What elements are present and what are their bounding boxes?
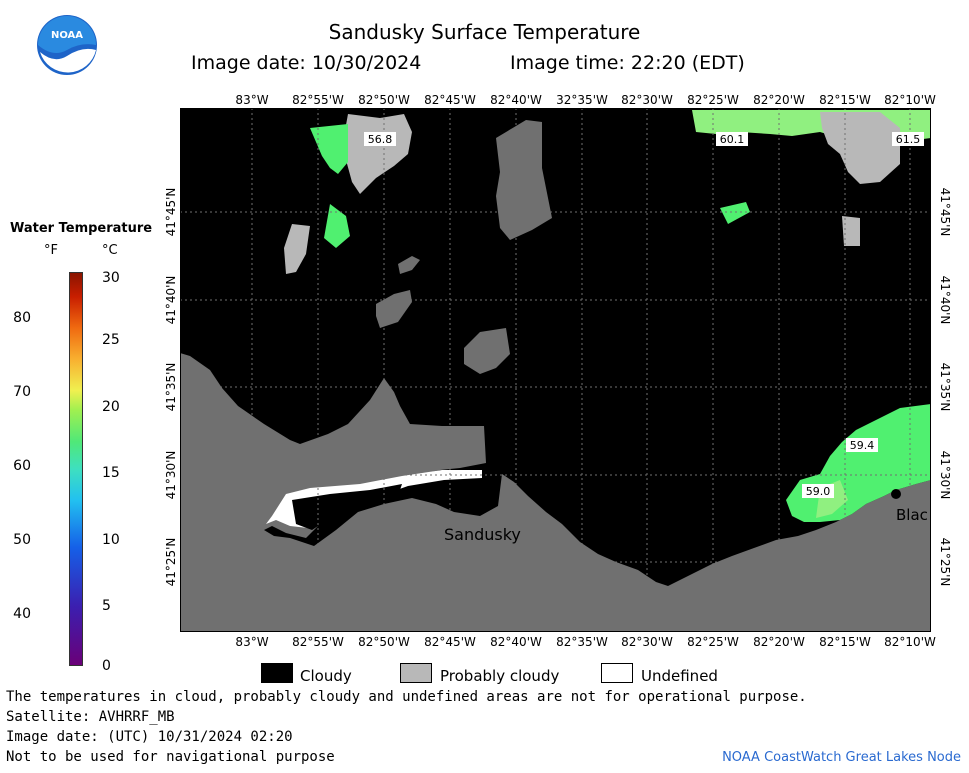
tick-f-40: 40 [13,606,31,622]
black-river-marker [891,489,901,499]
lon-bottom-1: 82°55'W [292,635,344,649]
sst-map: 56.8 60.1 61.5 59.4 59.0 Sandusky Blac [180,108,931,632]
tick-f-60: 60 [13,458,31,474]
island-2 [464,328,510,374]
lat-right-1: 41°40'N [938,275,952,325]
lat-left-4: 41°25'N [164,537,178,587]
lon-bottom-6: 82°30'W [621,635,673,649]
lon-bottom-9: 82°15'W [819,635,871,649]
tick-c-0: 0 [102,658,111,674]
land-south-shore [180,353,931,632]
disclaimer-text: The temperatures in cloud, probably clou… [6,689,807,705]
probably-cloudy-ne2 [842,216,860,246]
temp-label-3: 61.5 [892,132,924,146]
lon-bottom-5: 82°35'W [556,635,608,649]
tick-f-50: 50 [13,532,31,548]
utc-date-text: Image date: (UTC) 10/31/2024 02:20 [6,729,293,745]
unit-fahrenheit: °F [44,243,58,258]
sst-green-nw2 [324,204,350,248]
lon-bottom-4: 82°40'W [490,635,542,649]
sst-green-nw [310,124,348,174]
sandusky-label: Sandusky [444,525,521,544]
tick-c-15: 15 [102,465,120,481]
lat-left-3: 41°30'N [164,450,178,500]
lon-top-1: 82°55'W [292,93,344,107]
satellite-text: Satellite: AVHRRF_MB [6,709,175,725]
key-probably-cloudy-label: Probably cloudy [440,667,560,685]
land-peninsula [292,484,402,530]
key-cloudy-swatch [261,663,293,683]
tick-c-30: 30 [102,270,120,286]
image-date: Image date: 10/30/2024 [191,52,422,74]
lon-top-4: 82°40'W [490,93,542,107]
tick-f-80: 80 [13,310,31,326]
lon-bottom-10: 82°10'W [884,635,936,649]
lon-top-9: 82°15'W [819,93,871,107]
lat-right-2: 41°35'N [938,362,952,412]
island-3 [398,256,420,274]
lon-top-10: 82°10'W [884,93,936,107]
lat-right-3: 41°30'N [938,450,952,500]
lon-bottom-8: 82°20'W [753,635,805,649]
temp-label-5: 59.0 [802,484,834,498]
temp-label-4: 59.4 [846,438,878,452]
temp-value-4: 59.4 [850,439,875,452]
lon-top-7: 82°25'W [687,93,739,107]
temp-value-1: 56.8 [368,133,393,146]
lon-bottom-2: 82°50'W [358,635,410,649]
temp-value-5: 59.0 [806,485,831,498]
legend-title: Water Temperature [10,221,153,236]
lon-bottom-7: 82°25'W [687,635,739,649]
key-cloudy-label: Cloudy [300,667,352,685]
probably-cloudy-nw2 [284,224,310,274]
lon-top-5: 32°35'W [556,93,608,107]
lon-top-3: 82°45'W [424,93,476,107]
tick-c-10: 10 [102,532,120,548]
page-title: Sandusky Surface Temperature [328,20,641,44]
temp-value-2: 60.1 [720,133,745,146]
lon-top-6: 82°30'W [621,93,673,107]
image-time: Image time: 22:20 (EDT) [510,52,745,74]
lat-right-0: 41°45'N [938,187,952,237]
probably-cloudy-ne [820,112,900,184]
tick-c-25: 25 [102,332,120,348]
graticule [180,108,931,632]
lon-top-2: 82°50'W [358,93,410,107]
tick-c-20: 20 [102,399,120,415]
key-undefined-swatch [601,663,633,683]
unit-celsius: °C [102,243,118,258]
temp-label-2: 60.1 [716,132,748,146]
noaa-logo: NOAA [37,15,97,75]
lat-left-0: 41°45'N [164,187,178,237]
lon-bottom-0: 83°W [235,635,269,649]
probably-cloudy-island [496,120,552,240]
black-river-label: Blac [896,506,928,524]
temp-label-1: 56.8 [364,132,396,146]
lon-top-0: 83°W [235,93,269,107]
temperature-colorbar [69,272,83,666]
nav-warning-text: Not to be used for navigational purpose [6,749,335,765]
key-probably-cloudy-swatch [400,663,432,683]
lat-left-2: 41°35'N [164,362,178,412]
credit-link[interactable]: NOAA CoastWatch Great Lakes Node [722,750,961,765]
lat-left-1: 41°40'N [164,275,178,325]
temp-value-3: 61.5 [896,133,921,146]
lon-bottom-3: 82°45'W [424,635,476,649]
lat-right-4: 41°25'N [938,537,952,587]
tick-f-70: 70 [13,384,31,400]
map-frame [180,108,931,632]
lon-top-8: 82°20'W [753,93,805,107]
sst-green-ne3 [720,202,750,224]
tick-c-5: 5 [102,598,111,614]
logo-text: NOAA [51,30,83,41]
key-undefined-label: Undefined [641,667,718,685]
